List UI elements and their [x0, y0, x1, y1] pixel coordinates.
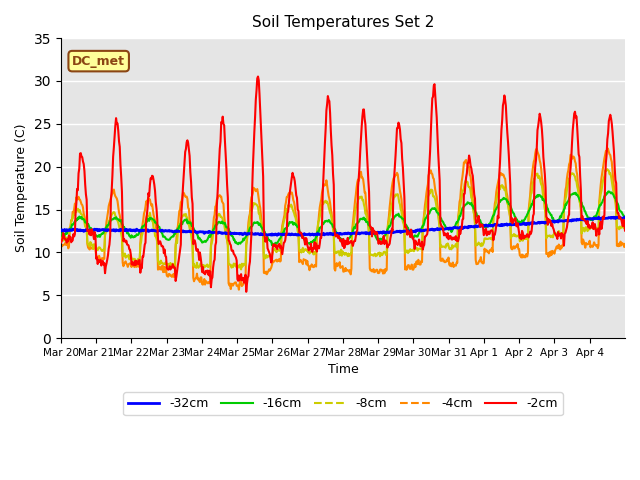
X-axis label: Time: Time: [328, 363, 358, 376]
Text: DC_met: DC_met: [72, 55, 125, 68]
Y-axis label: Soil Temperature (C): Soil Temperature (C): [15, 124, 28, 252]
Legend: -32cm, -16cm, -8cm, -4cm, -2cm: -32cm, -16cm, -8cm, -4cm, -2cm: [123, 393, 563, 416]
Title: Soil Temperatures Set 2: Soil Temperatures Set 2: [252, 15, 434, 30]
